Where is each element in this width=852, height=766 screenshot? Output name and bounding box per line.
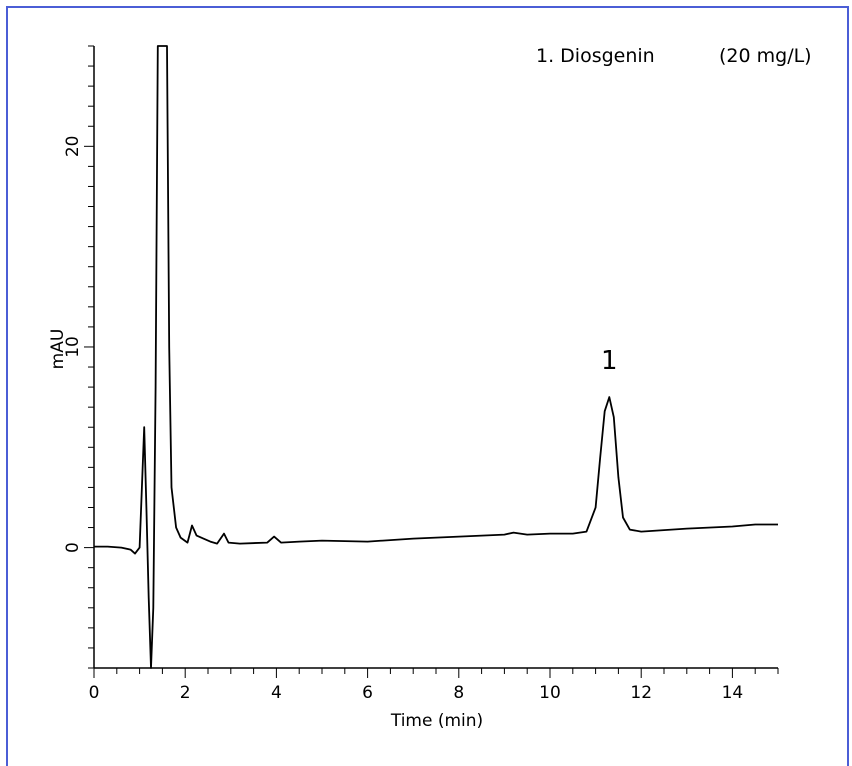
y-tick-label: 0: [63, 542, 83, 553]
x-tick-label: 14: [722, 683, 744, 703]
figure-border: [6, 6, 849, 766]
series-layer: [94, 45, 778, 669]
x-tick-label: 6: [362, 683, 373, 703]
y-ticks: 0 10 20: [63, 45, 94, 669]
y-tick-label: 20: [63, 136, 83, 158]
legend-concentration: (20 mg/L): [719, 45, 812, 67]
y-tick-label: 10: [63, 336, 83, 358]
y-axis-title: mAU: [48, 329, 68, 370]
x-tick-label: 12: [630, 683, 652, 703]
x-axis-title: Time (min): [390, 711, 483, 731]
x-tick-label: 4: [271, 683, 282, 703]
x-tick-label: 2: [180, 683, 191, 703]
x-ticks: 0 2 4 6 8 10 12 14: [89, 668, 779, 703]
chromatogram-trace: [94, 45, 778, 669]
x-tick-label: 8: [453, 683, 464, 703]
x-tick-label: 0: [89, 683, 100, 703]
peak-label-1: 1: [601, 346, 618, 376]
x-tick-label: 10: [539, 683, 561, 703]
axes: [93, 46, 778, 669]
legend-compound-name: 1. Diosgenin: [536, 45, 655, 67]
